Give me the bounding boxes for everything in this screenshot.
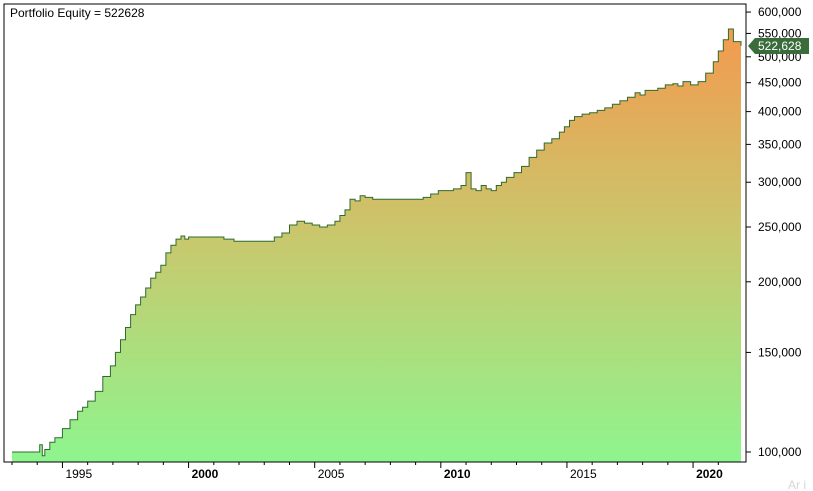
plot-frame — [3, 3, 747, 463]
y-tick-label: 100,000 — [758, 445, 802, 459]
y-tick-label: 200,000 — [758, 275, 802, 289]
y-tick-label: 350,000 — [758, 137, 802, 151]
y-tick-label: 250,000 — [758, 220, 802, 234]
x-tick-label: 1995 — [65, 467, 92, 481]
last-value-badge-shape — [748, 37, 809, 54]
y-axis: 600,000550,000500,000450,000400,000350,0… — [746, 5, 802, 459]
y-tick-label: 300,000 — [758, 175, 802, 189]
chart-title: Portfolio Equity = 522628 — [10, 6, 145, 20]
y-tick-label: 450,000 — [758, 76, 802, 90]
last-value-badge: 522,628 — [748, 37, 809, 54]
x-tick-label: 2005 — [318, 467, 345, 481]
y-tick-label: 150,000 — [758, 345, 802, 359]
x-tick-label: 2010 — [444, 467, 471, 481]
y-tick-label: 600,000 — [758, 5, 802, 19]
equity-line — [12, 28, 742, 457]
equity-area — [12, 29, 741, 462]
y-tick-label: 400,000 — [758, 105, 802, 119]
x-tick-label: 2020 — [696, 467, 723, 481]
last-value-label: 522,628 — [758, 39, 802, 53]
x-tick-label: 2015 — [570, 467, 597, 481]
x-tick-label: 2000 — [192, 467, 219, 481]
watermark-text: Ar i — [788, 478, 806, 491]
y-tick-label: 550,000 — [758, 26, 802, 40]
x-axis: 1995 2000 2005 2010 2015 2020 — [11, 462, 723, 481]
